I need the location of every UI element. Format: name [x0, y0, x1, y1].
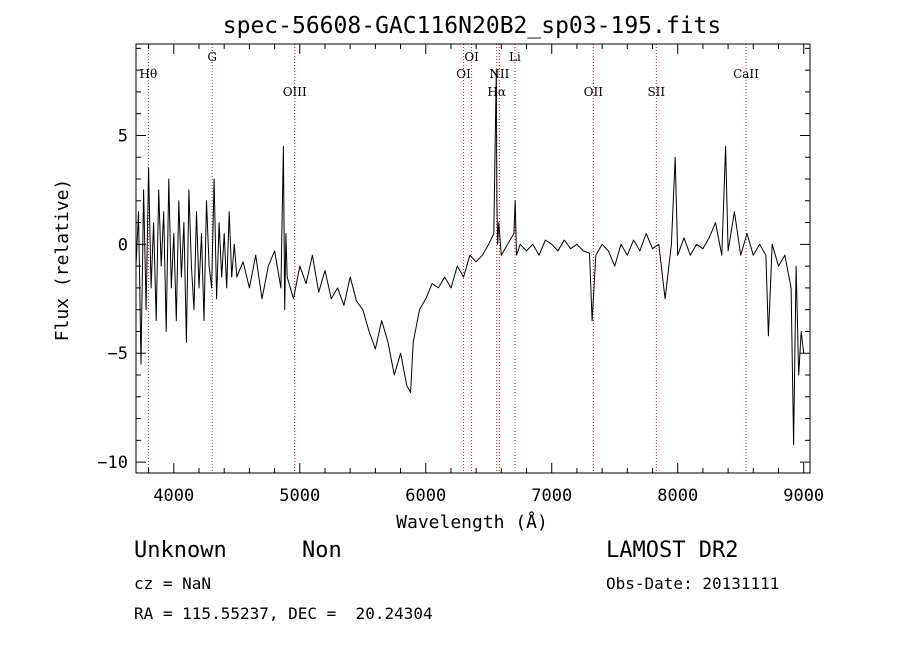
spectral-line-label: Li — [509, 50, 521, 64]
observation-date: Obs-Date: 20131111 — [606, 574, 780, 593]
series-group — [135, 69, 805, 446]
x-tick-label: 4000 — [153, 486, 194, 506]
x-tick-label: 7000 — [531, 486, 572, 506]
spectral-line-label: Hθ — [139, 67, 157, 81]
x-tick-label: 5000 — [279, 486, 320, 506]
x-tick-label: 8000 — [657, 486, 698, 506]
spectrum-series-line — [135, 69, 805, 446]
spectral-line-label: G — [207, 50, 217, 64]
coordinates: RA = 115.55237, DEC = 20.24304 — [134, 604, 433, 623]
spectral-line-label: OI — [456, 67, 471, 81]
y-tick-label: −5 — [108, 344, 128, 364]
object-class: Unknown — [134, 538, 227, 563]
y-tick-label: 5 — [118, 126, 128, 146]
redshift-cz: cz = NaN — [134, 574, 212, 593]
object-subclass: Non — [302, 538, 342, 563]
y-axis-label: Flux (relative) — [52, 179, 73, 342]
x-tick-label: 6000 — [405, 486, 446, 506]
spectral-line-label: OI — [464, 50, 479, 64]
y-tick-label: 0 — [118, 235, 128, 255]
spectral-line-label: OIII — [283, 85, 307, 99]
chart-title: spec-56608-GAC116N20B2_sp03-195.fits — [223, 13, 722, 39]
y-tick-label: −10 — [97, 453, 128, 473]
spectral-line-label: SII — [647, 85, 665, 99]
x-tick-label: 9000 — [783, 486, 824, 506]
plot-frame — [135, 43, 811, 474]
spectral-line-label: CaII — [733, 67, 759, 81]
spectral-line-label: NII — [489, 67, 509, 81]
x-axis-label: Wavelength (Å) — [396, 511, 548, 533]
survey-name: LAMOST DR2 — [606, 538, 739, 563]
spectral-line-label: OII — [584, 85, 604, 99]
axis-ticks: 4000 5000 6000 7000 8000 9000 5 0 −5 −10 — [97, 44, 824, 506]
